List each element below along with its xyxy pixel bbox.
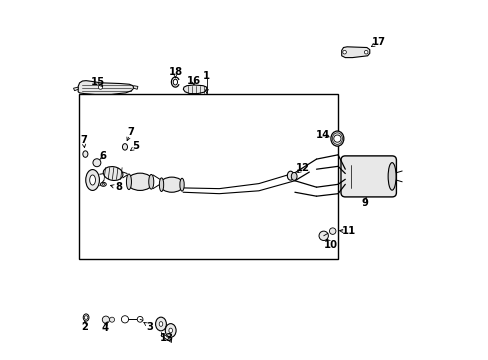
Polygon shape [78,81,133,94]
Text: 18: 18 [168,67,182,77]
Ellipse shape [159,178,163,192]
Ellipse shape [165,324,176,337]
Ellipse shape [82,151,88,157]
Ellipse shape [287,171,293,180]
Ellipse shape [101,182,106,186]
Text: 12: 12 [295,163,309,174]
Ellipse shape [85,170,99,190]
Ellipse shape [330,131,343,146]
Text: 7: 7 [80,135,87,145]
Text: 10: 10 [323,240,337,250]
Text: 15: 15 [90,77,104,87]
Circle shape [109,317,114,322]
Polygon shape [341,47,369,58]
Circle shape [318,231,328,240]
Text: 16: 16 [186,76,200,86]
FancyBboxPatch shape [340,156,396,197]
Circle shape [98,85,102,89]
Text: 14: 14 [315,130,329,140]
Ellipse shape [291,172,296,180]
Text: 11: 11 [341,226,355,236]
Ellipse shape [155,317,166,331]
Text: 17: 17 [371,37,385,48]
Circle shape [121,316,128,323]
Circle shape [84,316,88,319]
Ellipse shape [89,175,95,185]
Bar [79,94,337,259]
Ellipse shape [148,175,153,189]
Text: 5: 5 [132,141,139,151]
Circle shape [102,316,109,323]
Text: 13: 13 [159,333,173,343]
Circle shape [342,50,346,54]
Circle shape [329,228,335,234]
Ellipse shape [168,328,172,333]
Ellipse shape [387,163,395,190]
Circle shape [364,50,367,54]
Ellipse shape [180,178,184,191]
Circle shape [93,159,101,167]
Text: 3: 3 [146,321,153,332]
Text: 4: 4 [102,323,108,333]
Ellipse shape [126,174,131,190]
Text: 7: 7 [127,127,134,137]
Circle shape [137,316,142,322]
Text: 1: 1 [203,71,210,81]
Text: 9: 9 [361,198,368,208]
Circle shape [333,135,340,142]
Ellipse shape [160,177,183,192]
Ellipse shape [127,173,153,190]
Ellipse shape [83,314,89,321]
Text: 8: 8 [115,182,122,192]
Ellipse shape [102,183,104,185]
Text: 2: 2 [81,321,87,332]
Ellipse shape [122,144,127,150]
Polygon shape [73,87,78,91]
Ellipse shape [159,322,163,326]
Polygon shape [183,85,206,94]
Polygon shape [133,86,138,89]
Text: 6: 6 [100,150,106,161]
Ellipse shape [103,167,122,180]
